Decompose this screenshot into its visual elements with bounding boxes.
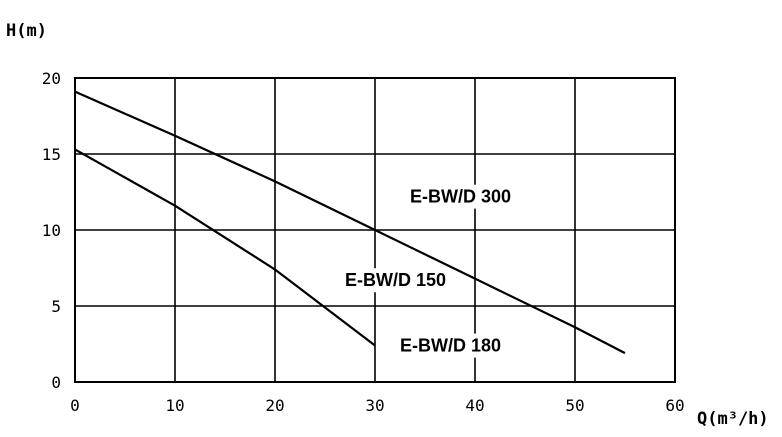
x-tick-label: 20 [265,396,284,415]
series-lines [74,90,626,358]
series-line [74,148,376,347]
series-label: E-BW/D 300 [410,187,511,207]
tick-labels: 0 10 20 30 40 50 60 0 5 10 15 20 [42,69,685,415]
x-tick-label: 0 [70,396,80,415]
x-axis-label: Q(m³/h) [697,409,769,429]
y-tick-label: 5 [51,297,61,316]
label-background [396,333,516,358]
y-tick-label: 10 [42,221,61,240]
series-label: E-BW/D 150 [345,270,446,290]
series-labels: E-BW/D 300 E-BW/D 150 E-BW/D 180 [345,187,511,356]
label-background [341,268,461,293]
label-background [406,184,526,209]
x-tick-label: 60 [665,396,684,415]
x-tick-label: 30 [365,396,384,415]
plot-frame [74,77,676,383]
grid [74,77,676,383]
y-axis-label: H(m) [6,21,47,41]
x-tick-label: 10 [165,396,184,415]
x-tick-label: 40 [465,396,484,415]
x-tick-label: 50 [565,396,584,415]
series-label: E-BW/D 180 [400,336,501,356]
y-tick-label: 15 [42,145,61,164]
y-tick-label: 20 [42,69,61,88]
series-line [74,90,626,355]
y-tick-label: 0 [51,373,61,392]
